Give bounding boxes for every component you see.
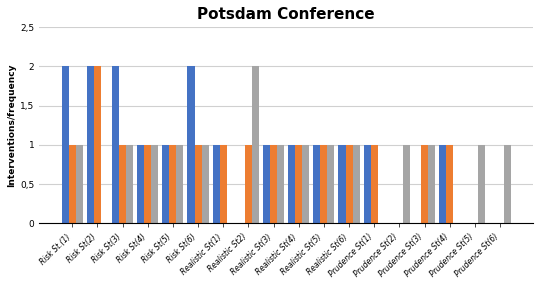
Bar: [151, 145, 158, 223]
Bar: [69, 145, 76, 223]
Bar: [439, 145, 446, 223]
Bar: [353, 145, 360, 223]
Bar: [504, 145, 511, 223]
Bar: [339, 145, 346, 223]
Bar: [170, 145, 177, 223]
Bar: [245, 145, 252, 223]
Bar: [313, 145, 320, 223]
Bar: [94, 66, 101, 223]
Bar: [213, 145, 220, 223]
Bar: [201, 145, 208, 223]
Bar: [363, 145, 370, 223]
Bar: [137, 145, 144, 223]
Bar: [87, 66, 94, 223]
Bar: [320, 145, 327, 223]
Bar: [62, 66, 69, 223]
Bar: [263, 145, 270, 223]
Bar: [119, 145, 126, 223]
Bar: [346, 145, 353, 223]
Bar: [76, 145, 83, 223]
Bar: [187, 66, 194, 223]
Bar: [421, 145, 428, 223]
Bar: [302, 145, 309, 223]
Bar: [370, 145, 378, 223]
Bar: [295, 145, 302, 223]
Bar: [144, 145, 151, 223]
Title: Potsdam Conference: Potsdam Conference: [197, 7, 375, 22]
Bar: [288, 145, 295, 223]
Y-axis label: Interventions/frequency: Interventions/frequency: [7, 63, 16, 187]
Bar: [277, 145, 284, 223]
Bar: [327, 145, 334, 223]
Bar: [252, 66, 259, 223]
Bar: [112, 66, 119, 223]
Bar: [177, 145, 184, 223]
Bar: [220, 145, 227, 223]
Bar: [194, 145, 201, 223]
Bar: [270, 145, 277, 223]
Bar: [126, 145, 133, 223]
Bar: [478, 145, 485, 223]
Bar: [163, 145, 170, 223]
Bar: [446, 145, 453, 223]
Bar: [428, 145, 435, 223]
Bar: [403, 145, 410, 223]
